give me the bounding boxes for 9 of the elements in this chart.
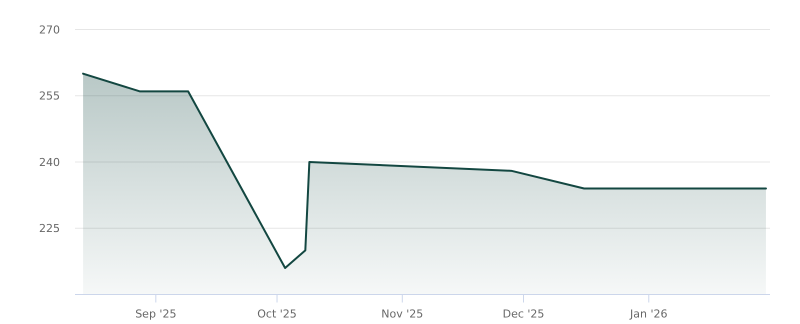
x-tick-label: Jan '26	[629, 307, 668, 320]
y-tick-label: 240	[39, 156, 60, 169]
x-tick-label: Dec '25	[502, 307, 544, 320]
x-tick-label: Oct '25	[257, 307, 297, 320]
x-tick-label: Sep '25	[135, 307, 176, 320]
y-tick-label: 225	[39, 222, 60, 236]
x-tick-label: Nov '25	[381, 307, 424, 320]
y-tick-label: 270	[39, 23, 60, 36]
y-tick-label: 255	[39, 90, 60, 103]
